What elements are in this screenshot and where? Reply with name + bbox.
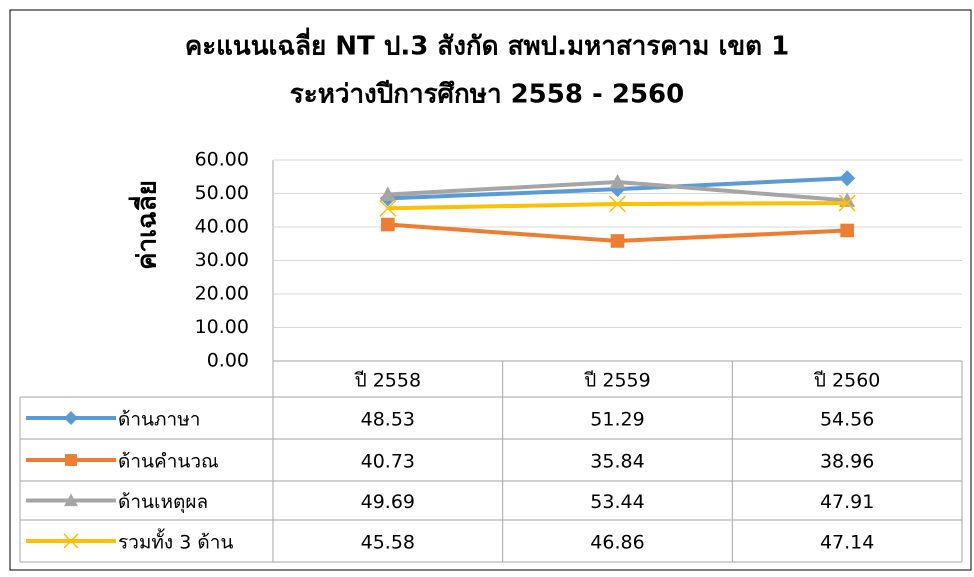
marker <box>608 195 627 213</box>
table-value: 53.44 <box>590 491 644 513</box>
legend-label: ด้านภาษา <box>118 409 200 431</box>
marker <box>379 186 396 201</box>
table-value: 40.73 <box>361 451 415 473</box>
table-value: 54.56 <box>820 409 874 431</box>
x-tick-label: ปี 2560 <box>813 370 880 392</box>
y-tick-label: 0.00 <box>207 350 249 372</box>
legend-label: ด้านคำนวณ <box>118 451 219 473</box>
table-value: 48.53 <box>361 409 415 431</box>
marker <box>840 223 854 238</box>
marker <box>610 234 625 248</box>
marker <box>64 411 78 425</box>
marker <box>381 217 395 232</box>
y-tick-label: 10.00 <box>195 316 249 338</box>
y-tick-label: 50.00 <box>195 182 249 204</box>
table-value: 47.91 <box>820 491 874 513</box>
x-tick-label: ปี 2559 <box>583 370 650 392</box>
marker <box>838 194 856 212</box>
chart-subtitle: ระหว่างปีการศึกษา 2558 - 2560 <box>290 80 684 110</box>
legend-label: รวมทั้ง 3 ด้าน <box>118 529 233 554</box>
chart-border <box>9 9 972 571</box>
table-value: 46.86 <box>590 532 644 554</box>
table-value: 47.14 <box>820 532 874 554</box>
table-value: 49.69 <box>361 491 415 513</box>
y-tick-label: 60.00 <box>195 149 249 171</box>
legend-label: ด้านเหตุผล <box>118 491 208 514</box>
table-value: 38.96 <box>820 451 874 473</box>
y-axis-label: ค่าเฉลี่ย <box>128 180 163 270</box>
marker <box>64 493 78 507</box>
marker <box>379 199 397 217</box>
marker <box>63 533 79 549</box>
y-tick-label: 30.00 <box>195 249 249 271</box>
marker <box>65 454 77 466</box>
y-tick-label: 40.00 <box>195 216 249 238</box>
y-tick-label: 20.00 <box>195 283 249 305</box>
marker <box>609 173 626 189</box>
chart-title: คะแนนเฉลี่ย NT ป.3 สังกัด สพป.มหาสารคาม … <box>185 27 789 62</box>
table-value: 35.84 <box>590 451 644 473</box>
marker <box>839 170 856 187</box>
x-tick-label: ปี 2558 <box>354 370 421 392</box>
table-value: 45.58 <box>361 532 415 554</box>
table-value: 51.29 <box>590 409 644 431</box>
